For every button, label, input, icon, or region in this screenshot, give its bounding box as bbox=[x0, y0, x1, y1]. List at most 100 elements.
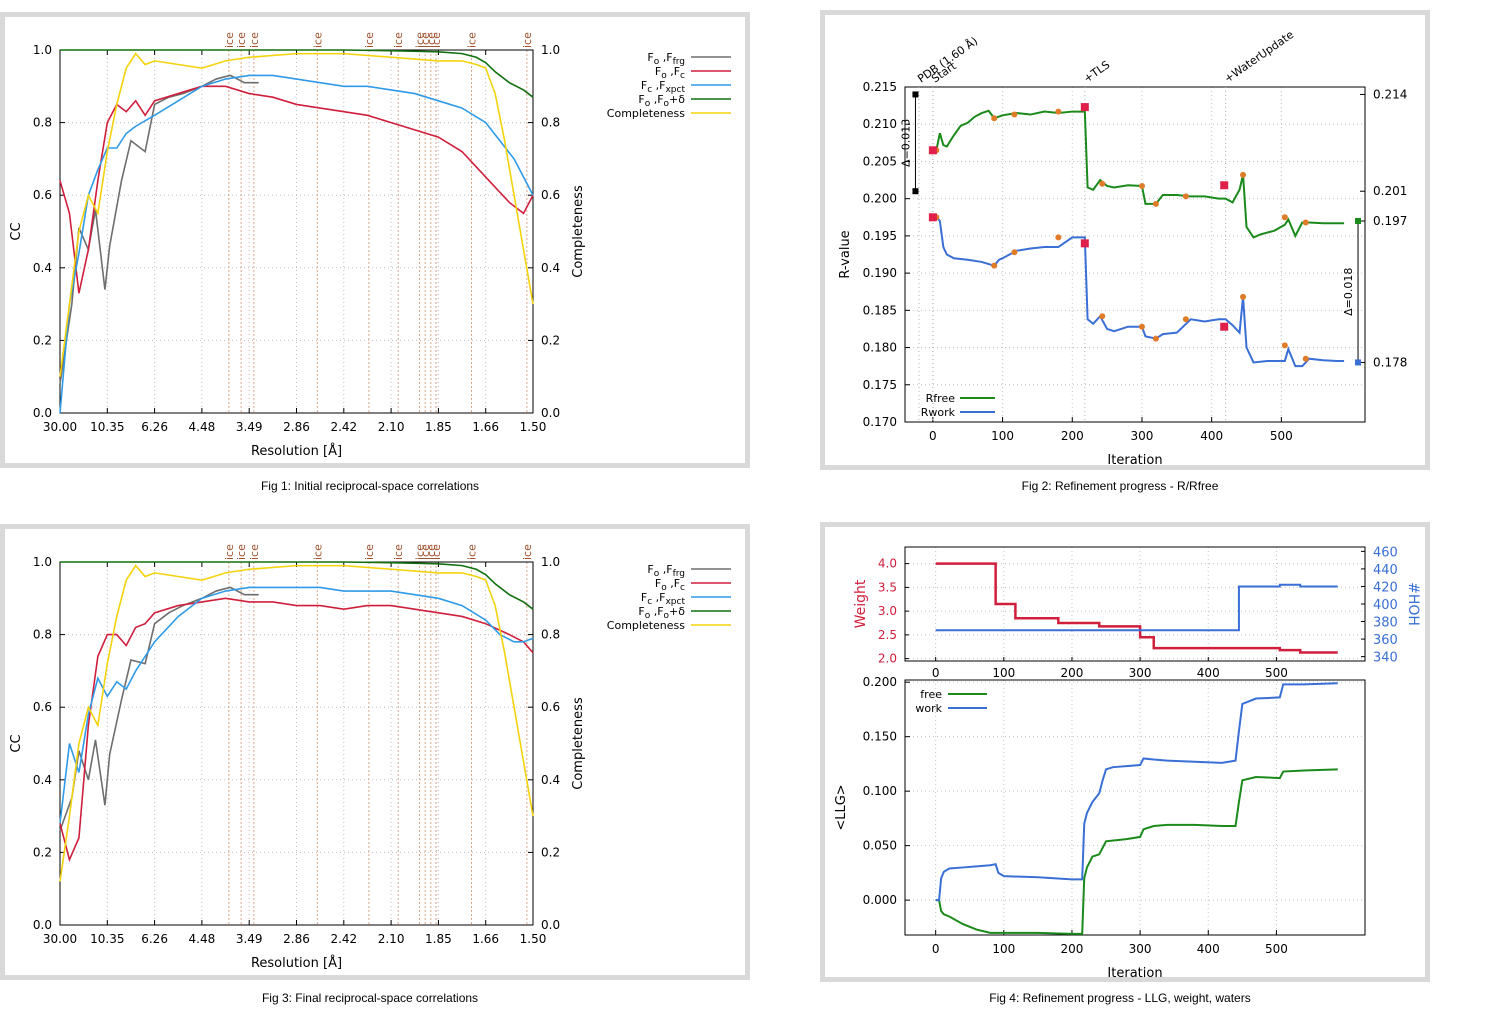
y2-tick-label: 460 bbox=[1373, 545, 1398, 560]
x-axis-label: Resolution [Å] bbox=[251, 955, 342, 971]
ice-label: ice bbox=[363, 32, 376, 48]
ice-label: ice bbox=[419, 544, 432, 560]
y2-tick-label: 1.0 bbox=[541, 555, 560, 569]
x-tick-label: 400 bbox=[1200, 429, 1223, 443]
fig3-panel: 30.00 10.35 6.26 4.48 3.49 2.86 2.42 2.10 1.85 1.… bbox=[0, 524, 750, 980]
x-tick-label: 2.10 bbox=[378, 420, 405, 434]
fig1-caption: Fig 1: Initial reciprocal-space correlat… bbox=[260, 479, 480, 493]
legend-label: Rfree bbox=[926, 392, 956, 405]
top-annotation: +WaterUpdate bbox=[1222, 28, 1296, 86]
ice-label: ice bbox=[235, 32, 248, 48]
marker-orange bbox=[1182, 193, 1189, 200]
legend-label: Fc ,Fxpct bbox=[641, 79, 686, 95]
ice-label: ice bbox=[311, 32, 324, 48]
ice-label: ice bbox=[392, 544, 405, 560]
series-rfree bbox=[932, 109, 1345, 239]
x-tick-label: 1.66 bbox=[472, 420, 499, 434]
x-tick-label: 6.26 bbox=[141, 932, 168, 946]
marker-orange bbox=[1055, 234, 1062, 241]
marker-red bbox=[1220, 322, 1229, 331]
right-value-label: 0.214 bbox=[1373, 87, 1407, 101]
x-tick-label: 200 bbox=[1061, 942, 1084, 956]
series-fo_fc bbox=[59, 597, 534, 863]
marker-orange bbox=[991, 262, 998, 269]
y-tick-label: 0.8 bbox=[33, 116, 52, 130]
x-tick-label: 2.86 bbox=[283, 932, 310, 946]
x-tick-label: 1.66 bbox=[472, 932, 499, 946]
delta-end-marker bbox=[912, 188, 919, 195]
series-completeness bbox=[59, 52, 534, 377]
y-tick-label: 0.2 bbox=[33, 845, 52, 859]
marker-red bbox=[928, 146, 937, 155]
legend-label: free bbox=[920, 688, 942, 701]
y-tick-label: 0.6 bbox=[33, 700, 52, 714]
marker-orange bbox=[991, 115, 998, 122]
x-tick-label: 400 bbox=[1197, 666, 1220, 680]
x-tick-label: 100 bbox=[991, 429, 1014, 443]
series-fo_ffrg bbox=[59, 74, 259, 385]
fig2-caption: Fig 2: Refinement progress - R/Rfree bbox=[1021, 479, 1219, 493]
y-tick-label: 0.170 bbox=[863, 415, 897, 429]
legend-label: Fo ,Ffrg bbox=[647, 563, 685, 579]
y2-tick-label: 380 bbox=[1373, 616, 1398, 631]
y-tick-label: 0.0 bbox=[33, 406, 52, 420]
series-rwork bbox=[932, 216, 1345, 368]
series-completeness bbox=[59, 564, 534, 882]
fig3-caption: Fig 3: Final reciprocal-space correlatio… bbox=[261, 991, 479, 1005]
marker-red bbox=[1080, 239, 1089, 248]
x-tick-label: 2.42 bbox=[330, 932, 357, 946]
y-tick-label: 3.5 bbox=[878, 580, 897, 594]
x-tick-label: 30.00 bbox=[43, 420, 77, 434]
marker-orange bbox=[1302, 219, 1309, 226]
ice-label: ice bbox=[466, 544, 479, 560]
y-tick-label: 0.0 bbox=[33, 918, 52, 932]
y-axis-label: <LLG> bbox=[834, 784, 849, 830]
marker-orange bbox=[1152, 335, 1159, 342]
fig4-panel: 0 100 200 300 400 500 2.0 2.5 3.0 3.5 4.0 340 360 380… bbox=[820, 522, 1430, 982]
x-tick-label: 100 bbox=[992, 942, 1015, 956]
marker-orange bbox=[1055, 108, 1062, 115]
y-axis-label: Weight bbox=[853, 579, 869, 628]
y-tick-label: 2.5 bbox=[878, 628, 897, 642]
fig1-panel: 30.00 10.35 6.26 4.48 3.49 2.86 2.42 2.10 1.85 1.… bbox=[0, 12, 750, 468]
x-tick-label: 1.50 bbox=[520, 932, 547, 946]
x-axis-label: Iteration bbox=[1107, 966, 1162, 977]
y2-axis-label: Completeness bbox=[571, 185, 586, 278]
x-tick-label: 100 bbox=[992, 666, 1015, 680]
ice-label: ice bbox=[248, 544, 261, 560]
x-tick-label: 2.10 bbox=[378, 932, 405, 946]
delta-label: Δ=0.013 bbox=[899, 119, 912, 167]
marker-orange bbox=[1182, 316, 1189, 323]
marker-orange bbox=[1099, 180, 1106, 187]
y2-tick-label: 340 bbox=[1373, 651, 1398, 666]
legend-label: Fo ,Fc bbox=[655, 65, 685, 81]
x-tick-label: 500 bbox=[1265, 942, 1288, 956]
delta-end-marker bbox=[1355, 359, 1362, 366]
y2-tick-label: 0.6 bbox=[541, 188, 560, 202]
y-tick-label: 0.185 bbox=[863, 303, 897, 317]
ice-label: ice bbox=[419, 32, 432, 48]
marker-red bbox=[1080, 103, 1089, 112]
y2-tick-label: 360 bbox=[1373, 633, 1398, 648]
y2-tick-label: 420 bbox=[1373, 580, 1398, 595]
x-tick-label: 0 bbox=[932, 666, 940, 680]
fig2-panel: 0 100 200 300 400 500 0.170 0.175 0.180 0.185 0.19… bbox=[820, 10, 1430, 470]
x-tick-label: 0 bbox=[929, 429, 937, 443]
y-tick-label: 0.000 bbox=[863, 893, 897, 907]
y-tick-label: 0.215 bbox=[863, 80, 897, 94]
series-fo_ffrg bbox=[59, 586, 259, 831]
series-fc_fxpct bbox=[59, 586, 534, 824]
ice-label: ice bbox=[413, 544, 426, 560]
x-tick-label: 6.26 bbox=[141, 420, 168, 434]
marker-orange bbox=[1152, 200, 1159, 207]
x-tick-label: 1.85 bbox=[425, 932, 452, 946]
marker-orange bbox=[1281, 214, 1288, 221]
series-llg_work bbox=[935, 682, 1338, 902]
y2-axis-label: #HOH bbox=[1405, 582, 1421, 626]
top-annotation: +TLS bbox=[1081, 58, 1112, 85]
y2-tick-label: 0.6 bbox=[541, 700, 560, 714]
y-tick-label: 0.195 bbox=[863, 229, 897, 243]
x-tick-label: 3.49 bbox=[236, 932, 263, 946]
x-tick-label: 0 bbox=[932, 942, 940, 956]
marker-orange bbox=[1281, 342, 1288, 349]
